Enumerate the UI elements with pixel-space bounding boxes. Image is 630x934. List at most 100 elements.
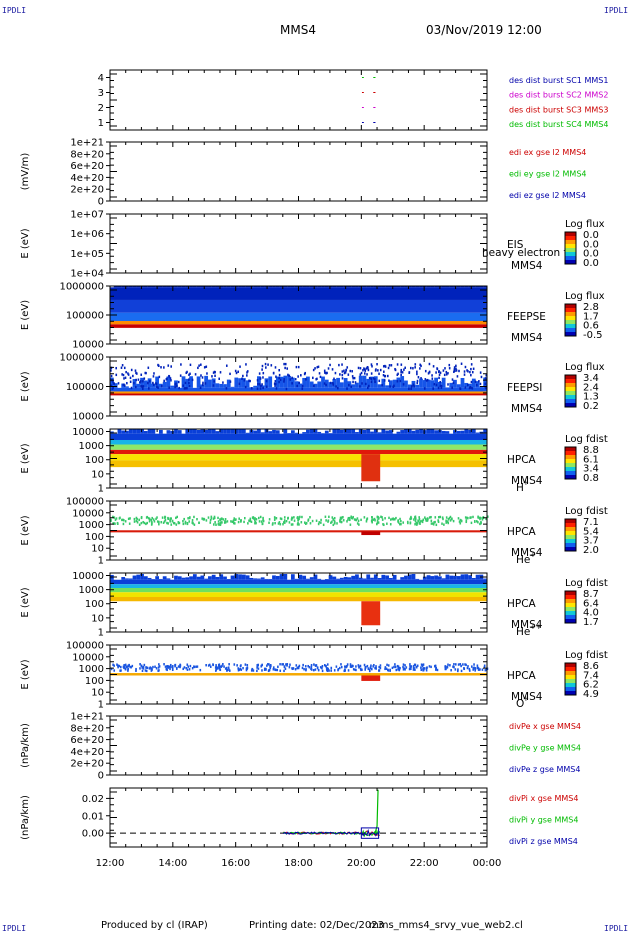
- hpca_he-speckle: [451, 517, 453, 520]
- hpca_he-speckle: [285, 520, 288, 523]
- hpca_he-speckle: [425, 519, 428, 522]
- hpca_o-speckle: [372, 665, 374, 668]
- feepsi-speckle: [147, 366, 150, 369]
- hpca_he-speckle: [219, 523, 222, 527]
- feepsi-speckle: [188, 378, 190, 381]
- hpca_he-speckle: [340, 517, 342, 520]
- hpca_he-ytick-label: 100: [85, 532, 104, 543]
- hpca_he-speckle: [186, 521, 189, 525]
- feepsi-speckle: [239, 365, 241, 368]
- hpca_he-cbar-segment: [565, 539, 576, 544]
- feepsi-speckle: [329, 363, 331, 367]
- feepsi-speckle: [205, 365, 208, 368]
- feepsi-speckle: [350, 385, 353, 388]
- edi-ytick-label: 0: [98, 197, 104, 208]
- hpca_h-edge: [302, 432, 307, 434]
- hpca_o-speckle: [199, 668, 202, 672]
- hpca_h-edge: [328, 433, 333, 434]
- feepsi-speckle: [323, 369, 326, 372]
- hpca_o-speckle: [325, 665, 327, 668]
- hpca_h-edge: [215, 431, 220, 434]
- hpca_he-speckle: [259, 515, 262, 519]
- hpca_hepp-ytick-label: 10: [91, 613, 104, 624]
- feepsi-speckle: [235, 371, 238, 375]
- edi-ytick-label: 2e+20: [70, 185, 104, 196]
- hpca_he-speckle: [279, 517, 282, 520]
- footer-printing-date: Printing date: 02/Dec/2023: [249, 920, 385, 931]
- hpca_he-speckle: [113, 516, 116, 519]
- hpca_hepp-band-0: [110, 579, 487, 585]
- hpca_he-event: [361, 531, 381, 536]
- feepse-edge: [208, 286, 212, 288]
- hpca_o-speckle: [286, 664, 288, 667]
- hpca_hepp-edge: [298, 574, 303, 580]
- feepsi-speckle: [201, 383, 204, 387]
- feepse-edge: [392, 286, 397, 288]
- feepse-edge: [268, 286, 273, 288]
- hpca_o-speckle: [222, 662, 224, 666]
- feepsi-speckle: [189, 363, 192, 367]
- hpca_he-speckle: [348, 516, 351, 520]
- hpca_o-cbar-tick: 8.6: [583, 661, 599, 672]
- feepsi-edge: [419, 378, 423, 388]
- hpca_o-ytick-label: 1000: [79, 664, 104, 675]
- feepsi-speckle: [274, 380, 277, 383]
- hpca_he-speckle: [133, 517, 136, 521]
- hpca_hepp-edge: [411, 573, 416, 580]
- hpca_o-speckle: [459, 663, 462, 666]
- hpca_hepp-edge: [313, 574, 318, 580]
- hpca_hepp-edge: [483, 578, 487, 580]
- hpca_he-speckle: [167, 522, 169, 525]
- hpca_he-speckle: [304, 522, 307, 526]
- feepsi-speckle: [408, 371, 410, 374]
- hpca_hepp-species: He: [516, 626, 530, 638]
- hpca_o-speckle: [454, 668, 457, 671]
- feepsi-speckle: [250, 387, 253, 390]
- hpca_h-edge: [234, 429, 239, 434]
- hpca_o-speckle: [414, 668, 416, 671]
- hpca_he-speckle: [414, 523, 416, 526]
- feepsi-speckle: [115, 373, 118, 377]
- hpca_he-speckle: [247, 522, 249, 525]
- hpca_he-speckle: [112, 515, 114, 519]
- feepsi-speckle: [278, 369, 281, 372]
- feepse-edge: [283, 286, 288, 288]
- hpca_he-speckle: [433, 521, 435, 524]
- hpca_he-speckle: [163, 520, 166, 523]
- hpca_o-speckle: [218, 664, 220, 668]
- feepsi-speckle: [416, 381, 419, 385]
- hpca_o-speckle: [460, 664, 462, 668]
- hpca_h-species-charge: +: [523, 479, 529, 487]
- feepsi-speckle: [361, 382, 363, 385]
- hpca_he-speckle: [470, 521, 473, 525]
- feepsi-edge: [155, 376, 160, 388]
- hpca_he-speckle: [291, 516, 294, 520]
- hpca_he-speckle: [163, 516, 166, 519]
- hpca_o-speckle: [349, 665, 352, 668]
- feepsi-speckle: [383, 379, 386, 382]
- feepsi-speckle: [185, 371, 188, 375]
- hpca_o-speckle: [393, 665, 395, 669]
- hpca_o-speckle: [404, 668, 406, 671]
- hpca_o-speckle: [212, 663, 214, 666]
- feepsi-speckle: [274, 384, 276, 387]
- feepsi-speckle: [267, 363, 269, 366]
- hpca_hepp-edge: [215, 576, 220, 580]
- feepsi-speckle: [113, 382, 115, 385]
- hpca_he-speckle: [449, 515, 452, 519]
- hpca_o-speckle: [402, 665, 404, 669]
- feepse-cbar-segment: [565, 324, 576, 329]
- feepsi-speckle: [426, 378, 429, 382]
- hpca_o-speckle: [344, 668, 346, 671]
- hpca_he-speckle: [176, 515, 178, 519]
- hpca_hepp-edge: [185, 577, 190, 580]
- feepsi-speckle: [347, 373, 350, 376]
- hpca_h-edge: [347, 429, 352, 434]
- hpca_he-speckle: [397, 519, 399, 522]
- feepse-band-1: [110, 321, 487, 325]
- feepsi-speckle: [222, 381, 224, 384]
- hpca_he-cbar-segment: [565, 531, 576, 536]
- hpca_he-speckle: [140, 516, 143, 520]
- hpca_o-speckle: [150, 667, 153, 671]
- hpca_o-speckle: [193, 665, 195, 668]
